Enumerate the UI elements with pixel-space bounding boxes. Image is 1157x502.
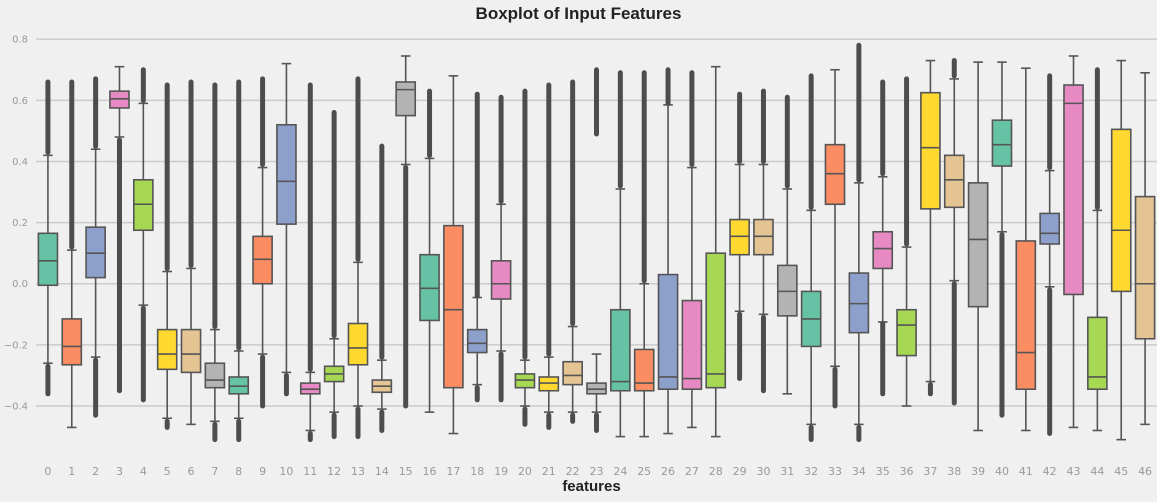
x-tick-label: 11	[303, 465, 317, 478]
box-13	[347, 322, 369, 366]
x-tick-label: 14	[375, 465, 389, 478]
box-38	[943, 154, 965, 209]
box-0	[37, 232, 59, 287]
x-tick-label: 2	[92, 465, 99, 478]
x-tick-label: 31	[780, 465, 794, 478]
y-tick-label: 0.2	[12, 218, 28, 229]
x-tick-label: 42	[1043, 465, 1057, 478]
x-tick-label: 23	[590, 465, 604, 478]
y-tick-label: 0.4	[12, 157, 28, 168]
x-tick-label: 9	[259, 465, 266, 478]
x-tick-label: 8	[235, 465, 242, 478]
x-tick-label: 16	[423, 465, 437, 478]
x-tick-label: 35	[876, 465, 890, 478]
box-43	[1063, 84, 1084, 296]
x-tick-label: 28	[709, 465, 723, 478]
x-tick-label: 26	[661, 465, 675, 478]
x-tick-label: 17	[446, 465, 460, 478]
y-tick-label: 0.6	[12, 96, 28, 107]
box-26	[657, 273, 679, 391]
box-28	[705, 252, 727, 389]
x-tick-label: 34	[852, 465, 866, 478]
x-tick-label: 21	[542, 465, 556, 478]
box-39	[967, 182, 989, 308]
box-1	[61, 318, 83, 366]
box-44	[1087, 316, 1108, 391]
x-tick-label: 10	[279, 465, 293, 478]
x-tick-label: 25	[637, 465, 651, 478]
x-tick-label: 38	[947, 465, 961, 478]
box-37	[920, 91, 941, 210]
box-46	[1134, 195, 1156, 340]
box-25	[633, 348, 655, 392]
x-tick-label: 1	[68, 465, 75, 478]
x-tick-label: 36	[900, 465, 914, 478]
x-tick-label: 7	[211, 465, 218, 478]
box-40	[991, 119, 1013, 167]
x-tick-label: 43	[1067, 465, 1081, 478]
x-tick-label: 18	[470, 465, 484, 478]
box-27	[681, 299, 703, 391]
y-tick-label: 0.8	[12, 35, 28, 46]
x-tick-label: 30	[756, 465, 770, 478]
x-tick-label: 46	[1138, 465, 1152, 478]
y-tick-label: −0.2	[4, 340, 28, 351]
x-tick-label: 37	[923, 465, 937, 478]
x-tick-label: 12	[327, 465, 341, 478]
x-tick-label: 13	[351, 465, 365, 478]
x-axis-label: features	[562, 478, 621, 495]
box-18	[466, 328, 488, 354]
x-tick-label: 6	[188, 465, 195, 478]
x-tick-label: 20	[518, 465, 532, 478]
x-tick-label: 29	[733, 465, 747, 478]
x-tick-label: 39	[971, 465, 985, 478]
box-41	[1015, 240, 1037, 391]
x-tick-label: 15	[399, 465, 413, 478]
box-7	[204, 362, 226, 389]
x-tick-label: 19	[494, 465, 508, 478]
box-19	[490, 260, 512, 300]
x-tick-label: 44	[1090, 465, 1104, 478]
x-tick-label: 40	[995, 465, 1009, 478]
x-tick-label: 32	[804, 465, 818, 478]
box-45	[1110, 128, 1132, 293]
box-6	[180, 328, 202, 374]
y-tick-label: 0.0	[12, 279, 28, 290]
box-42	[1039, 212, 1061, 245]
box-15	[395, 81, 417, 117]
box-17	[443, 224, 464, 389]
x-tick-label: 41	[1019, 465, 1033, 478]
x-tick-label: 0	[44, 465, 51, 478]
x-tick-label: 33	[828, 465, 842, 478]
box-10	[276, 123, 297, 225]
box-22	[562, 360, 583, 386]
x-tick-label: 4	[140, 465, 147, 478]
x-tick-label: 27	[685, 465, 699, 478]
box-35	[872, 230, 894, 270]
chart-title: Boxplot of Input Features	[475, 4, 682, 23]
x-tick-label: 22	[566, 465, 580, 478]
x-tick-label: 3	[116, 465, 123, 478]
box-5	[156, 328, 178, 371]
x-tick-label: 45	[1114, 465, 1128, 478]
y-tick-label: −0.4	[4, 402, 28, 413]
box-36	[896, 308, 917, 357]
box-24	[610, 308, 631, 392]
x-tick-label: 5	[164, 465, 171, 478]
x-tick-label: 24	[613, 465, 627, 478]
